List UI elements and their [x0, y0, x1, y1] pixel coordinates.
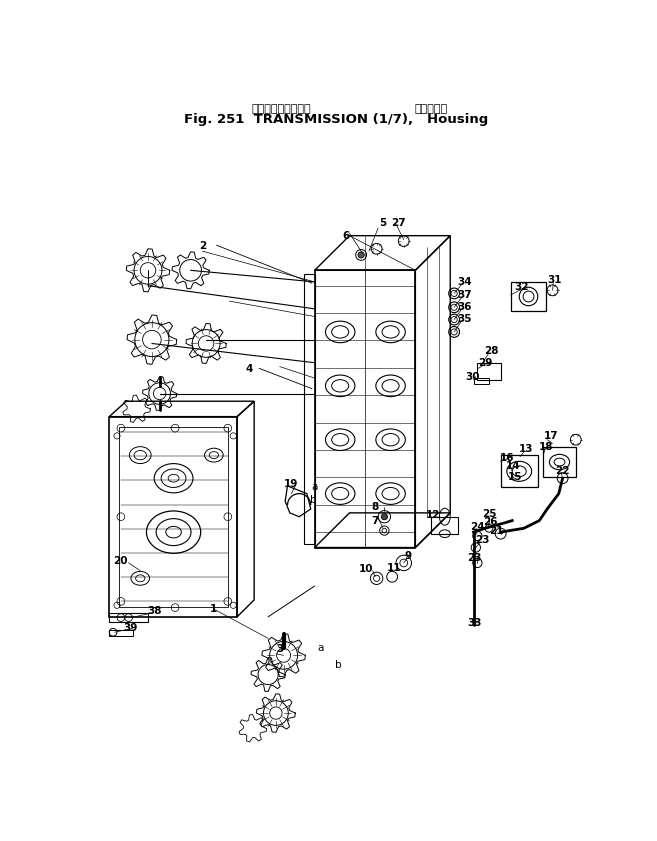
Text: 23: 23: [467, 553, 482, 563]
Text: 36: 36: [457, 302, 472, 312]
Text: 22: 22: [555, 466, 570, 475]
Bar: [510, 282, 545, 311]
Text: 3: 3: [276, 644, 283, 654]
Text: 35: 35: [457, 314, 472, 324]
Text: トランスミッション: トランスミッション: [252, 103, 311, 114]
Text: b: b: [309, 495, 317, 505]
Text: 28: 28: [484, 346, 499, 357]
Text: 29: 29: [478, 357, 492, 368]
Text: 1: 1: [210, 604, 217, 614]
Circle shape: [381, 514, 388, 520]
Bar: [109, 630, 133, 636]
Text: 25: 25: [482, 510, 496, 520]
Text: ハウジング: ハウジング: [415, 103, 447, 114]
Bar: [474, 378, 489, 384]
Text: 15: 15: [507, 472, 522, 482]
Text: 27: 27: [391, 218, 405, 228]
Text: b: b: [334, 659, 341, 669]
Bar: [501, 455, 538, 488]
Text: a: a: [311, 483, 318, 493]
Text: 18: 18: [538, 442, 553, 452]
Text: 19: 19: [284, 479, 298, 489]
Text: 11: 11: [387, 563, 401, 574]
Text: 2: 2: [198, 241, 206, 251]
Text: 37: 37: [457, 290, 472, 300]
Bar: [478, 362, 501, 379]
Bar: [109, 613, 148, 622]
Text: 21: 21: [489, 526, 504, 536]
Bar: [431, 516, 458, 534]
Text: Fig. 251  TRANSMISSION (1/7),   Housing: Fig. 251 TRANSMISSION (1/7), Housing: [184, 113, 488, 126]
Text: 5: 5: [379, 218, 386, 228]
Text: 6: 6: [342, 230, 350, 241]
Bar: [120, 426, 228, 607]
Text: 20: 20: [114, 557, 128, 566]
Text: 39: 39: [124, 623, 138, 633]
Bar: [543, 447, 576, 477]
Text: 32: 32: [514, 283, 529, 293]
Circle shape: [358, 251, 364, 258]
Text: 13: 13: [519, 444, 533, 454]
Text: 9: 9: [404, 551, 411, 561]
Text: 16: 16: [499, 453, 514, 463]
Text: 8: 8: [371, 502, 378, 512]
Text: 31: 31: [548, 274, 562, 284]
Text: 33: 33: [467, 618, 482, 628]
Text: 30: 30: [465, 372, 480, 382]
Text: 14: 14: [506, 461, 520, 471]
Text: 24: 24: [470, 521, 485, 532]
Text: 17: 17: [544, 431, 558, 441]
Text: 38: 38: [147, 606, 162, 616]
Text: 26: 26: [484, 517, 498, 527]
Text: 4: 4: [245, 364, 252, 374]
Text: 7: 7: [371, 516, 379, 526]
Text: 34: 34: [457, 277, 472, 287]
Bar: [304, 274, 315, 543]
Text: 10: 10: [359, 564, 374, 574]
Text: 23: 23: [475, 535, 489, 545]
Text: a: a: [317, 643, 324, 653]
Text: 12: 12: [426, 510, 440, 521]
